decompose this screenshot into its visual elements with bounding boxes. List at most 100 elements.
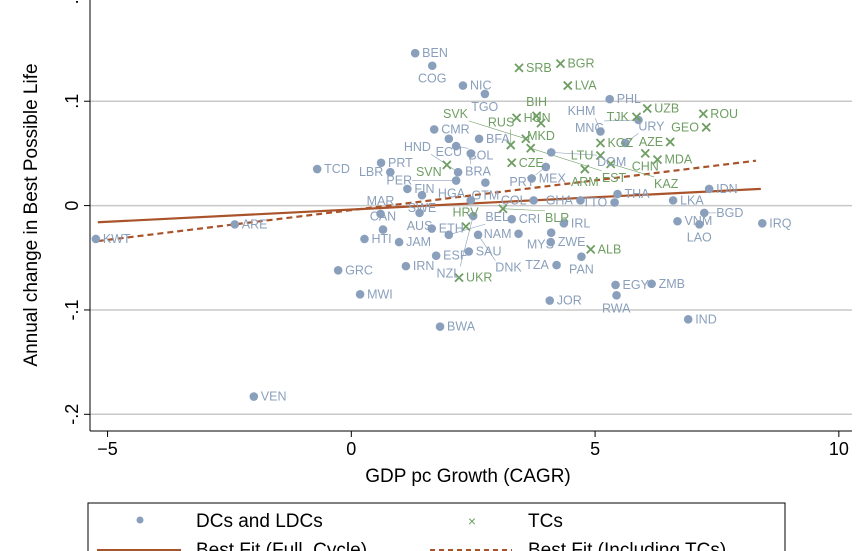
dc-point-marker xyxy=(668,196,678,205)
dc-point-marker xyxy=(403,184,412,194)
point-label: FIN xyxy=(414,182,434,196)
point-label: IRL xyxy=(571,216,591,230)
data-points xyxy=(91,48,767,401)
dc-point-marker xyxy=(378,225,388,234)
dc-point-marker xyxy=(647,279,656,289)
y-tick-label: -.1 xyxy=(62,299,82,320)
point-label: ZWE xyxy=(558,235,586,249)
label-leader-line xyxy=(459,215,474,267)
point-label: BLR xyxy=(545,211,569,225)
dc-point-marker xyxy=(610,198,619,207)
dc-point-marker xyxy=(444,134,454,144)
dc-point-marker xyxy=(699,208,709,218)
tc-point-marker xyxy=(454,272,464,283)
dc-point-marker xyxy=(546,228,556,238)
x-tick-label: 0 xyxy=(346,439,356,459)
tc-point-marker xyxy=(642,103,652,114)
dc-point-marker xyxy=(474,134,484,144)
point-label: BRA xyxy=(465,164,491,178)
point-label: DNK xyxy=(495,261,522,275)
point-label: GTM xyxy=(471,189,499,203)
point-label: BEL xyxy=(485,210,509,224)
dc-point-marker xyxy=(605,94,615,104)
tc-point-marker xyxy=(498,204,508,214)
point-label: NAM xyxy=(484,227,512,241)
point-label: TJK xyxy=(607,110,630,124)
point-label: ETH xyxy=(439,222,464,236)
dc-point-marker xyxy=(757,219,767,228)
point-label: HGA xyxy=(438,186,466,200)
tc-point-marker xyxy=(586,244,596,255)
point-label: PHL xyxy=(617,92,641,106)
point-label: KGZ xyxy=(607,136,633,150)
y-tick-label: .1 xyxy=(62,94,82,109)
point-label: AUS xyxy=(407,219,433,233)
point-label: SAU xyxy=(476,245,502,259)
point-label: IRQ xyxy=(769,216,792,230)
point-label: VEN xyxy=(261,390,287,404)
point-label: ARE xyxy=(242,217,268,231)
point-label: MAR xyxy=(367,194,395,208)
y-tick-label: 0 xyxy=(62,201,82,211)
dc-point-marker xyxy=(576,196,585,205)
tc-point-marker xyxy=(461,221,471,232)
point-label: ZMB xyxy=(659,277,685,291)
point-label: SRB xyxy=(526,61,552,75)
dc-point-marker xyxy=(613,189,622,199)
y-axis-label: Annual change in Best Possible Life xyxy=(21,63,42,366)
point-label: SWE xyxy=(408,201,436,215)
point-label: COL xyxy=(501,193,527,207)
dc-point-marker xyxy=(401,261,411,271)
point-label: ARM xyxy=(571,175,599,189)
label-leader-line xyxy=(477,234,496,261)
dc-point-marker xyxy=(621,138,630,148)
legend-dot-marker xyxy=(136,516,144,524)
point-label: AZE xyxy=(639,135,663,149)
point-label: CZE xyxy=(519,156,544,170)
point-label: PRY xyxy=(509,175,535,189)
point-label: SVK xyxy=(443,107,469,121)
dc-point-marker xyxy=(464,247,474,256)
dc-point-marker xyxy=(480,89,490,99)
tc-point-marker xyxy=(514,63,524,73)
point-label: HUN xyxy=(524,111,551,125)
dc-point-marker xyxy=(695,220,704,229)
dc-point-marker xyxy=(507,214,517,224)
tc-point-marker xyxy=(507,158,517,168)
point-label: BGR xyxy=(567,57,594,71)
point-label: EST xyxy=(602,171,627,185)
legend-label-tcs: TCs xyxy=(528,511,563,532)
point-label: BGD xyxy=(716,206,743,220)
dc-point-marker xyxy=(468,211,478,221)
point-label: PAN xyxy=(569,263,594,277)
tc-point-marker xyxy=(521,134,531,144)
point-label: PER xyxy=(386,174,412,188)
fit-line-including-tcs xyxy=(97,159,757,243)
tc-point-marker xyxy=(595,138,606,148)
dc-point-marker xyxy=(333,265,343,275)
legend-label-fit-full: Best Fit (Full Cycle) xyxy=(196,540,367,551)
point-label: TTO xyxy=(583,195,608,209)
legend-label-fit-tcs: Best Fit (Including TCs) xyxy=(528,540,726,551)
legend: DCs and LDCs × TCs Best Fit (Full Cycle)… xyxy=(87,502,786,551)
dc-point-marker xyxy=(431,251,441,260)
point-label: UZB xyxy=(654,102,679,116)
label-leader-line xyxy=(468,120,526,140)
dc-point-marker xyxy=(410,48,420,58)
tc-point-marker xyxy=(526,143,536,153)
legend-box xyxy=(87,502,786,551)
x-tick-label: 10 xyxy=(829,439,849,459)
x-tick-label: −5 xyxy=(97,439,118,459)
tc-point-marker xyxy=(665,137,675,147)
dc-point-marker xyxy=(355,289,365,299)
point-label: IDN xyxy=(716,182,738,196)
dc-point-marker xyxy=(376,158,386,168)
point-label: TGO xyxy=(471,100,498,114)
label-leader-line xyxy=(530,147,602,172)
x-axis-label: GDP pc Growth (CAGR) xyxy=(365,466,571,487)
tc-point-marker xyxy=(701,122,711,132)
dc-point-marker xyxy=(559,219,569,228)
y-tick-label: .2 xyxy=(62,0,82,4)
point-label: KWT xyxy=(103,232,131,246)
dc-point-marker xyxy=(514,229,523,239)
